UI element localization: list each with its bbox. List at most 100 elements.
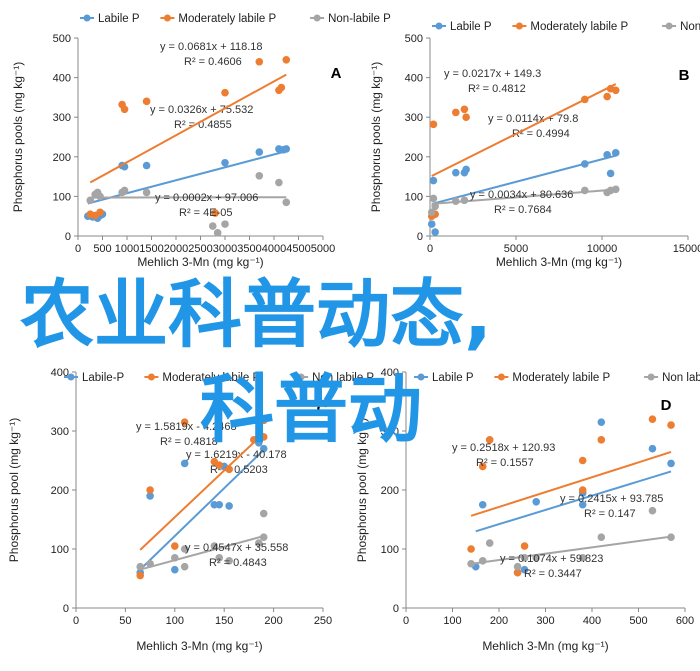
data-point [146,559,154,568]
data-point [462,165,470,174]
legend-swatch-marker [647,373,655,381]
data-point [606,169,615,178]
y-tick-label: 100 [51,544,69,556]
data-point [275,178,283,187]
x-tick-label: 600 [676,615,694,627]
legend-swatch-marker [497,373,505,381]
data-point [460,105,469,114]
fit-equation: y = 0.2415x + 93.785 [560,493,663,505]
data-point [462,113,470,121]
data-point [282,198,291,207]
legend-swatch-marker [83,14,91,22]
data-point [215,461,224,470]
panel-label: B [679,67,690,84]
data-point [211,209,219,217]
data-point [452,168,460,177]
x-tick-label: 1000 [115,243,139,255]
data-point [136,571,145,580]
data-point [478,557,487,565]
trendline [139,535,264,571]
data-point [146,486,154,494]
data-point [648,444,657,453]
data-point [611,86,620,95]
legend-label: Labile-P [82,372,125,384]
fit-equation: y = 0.1074x + 59.823 [500,553,603,565]
y-tick-label: 500 [405,33,423,45]
y-axis-label: Phosphorus pools (mg kg⁻¹) [11,62,25,212]
legend-swatch-marker [435,22,443,30]
data-point [221,88,229,97]
data-point [452,108,460,117]
trendline [470,451,672,517]
y-tick-label: 200 [381,485,399,497]
data-point [611,149,620,157]
legend-label: Labile P [432,372,474,384]
legend-label: Non labile P [662,372,700,384]
x-tick-label: 50 [119,615,131,627]
fit-equation: y = 0.0002x + 97.006 [155,192,258,204]
r-squared: R² = 0.7684 [494,204,552,216]
data-point [603,92,611,101]
legend-label: Non-labile P [328,13,391,25]
y-tick-label: 100 [405,191,423,203]
y-axis-label: Phosphorus pool (mg kg⁻¹) [355,418,369,562]
y-tick-label: 200 [51,485,69,497]
y-tick-label: 500 [53,33,71,45]
panel-label: A [331,65,342,82]
data-point [460,196,469,205]
y-tick-label: 0 [63,603,69,615]
data-point [532,554,540,562]
x-tick-label: 4500 [286,243,310,255]
data-point [429,194,438,203]
r-squared: R² = 0.5203 [210,464,268,476]
data-point [142,188,151,197]
fit-equation: y = 1.5819x - 4.2468 [136,421,237,433]
data-point [171,554,179,562]
r-squared: R² = 0.4606 [184,56,242,68]
data-point [648,415,657,424]
data-point [86,196,95,205]
data-point [485,436,494,444]
legend-swatch-marker [665,22,673,30]
fit-equation: y = 0.0326x + 75.532 [150,104,253,116]
legend-label: Moderately labile P [162,372,260,384]
y-axis-label: Phosphorus pool (mg kg⁻¹) [7,418,21,562]
trendline [89,73,287,184]
data-point [225,557,233,565]
data-point [485,539,494,547]
x-tick-label: 4000 [262,243,286,255]
x-tick-label: 5000 [504,243,528,255]
x-tick-label: 200 [264,615,282,627]
y-tick-label: 300 [381,426,399,438]
overlay-line-1: 农业科普动态, [20,272,492,358]
data-point [282,145,291,153]
x-tick-label: 5000 [311,243,335,255]
data-point [282,55,291,64]
data-point [180,418,189,426]
legend-swatch-marker [297,373,305,381]
data-point [427,208,436,217]
data-point [597,533,606,541]
data-point [180,562,189,571]
data-point [120,105,129,114]
chart-panels: 0 500 1000 1500 2000 2500 3000 3500 4000 4500 5000… [7,13,700,653]
data-point [467,545,475,553]
data-point [210,542,219,550]
r-squared: R² = 4E-05 [179,207,233,219]
x-tick-label: 0 [73,615,79,627]
data-point [578,456,587,465]
y-tick-label: 100 [381,544,399,556]
data-point [581,160,589,168]
r-squared: R² = 0.4812 [468,83,526,95]
data-point [581,186,589,195]
r-squared: R² = 0.3447 [524,568,582,580]
y-tick-label: 300 [405,112,423,124]
data-point [532,498,540,506]
data-point [180,459,189,468]
x-axis-label: Mehlich 3-Mn (mg kg⁻¹) [482,639,608,653]
r-squared: R² = 0.4843 [209,557,267,569]
x-tick-label: 500 [93,243,111,255]
panel-d: 0 100 200 300 400 500 600 0 100 200 300 400 Mehlich … [355,367,700,653]
data-point [259,533,268,541]
